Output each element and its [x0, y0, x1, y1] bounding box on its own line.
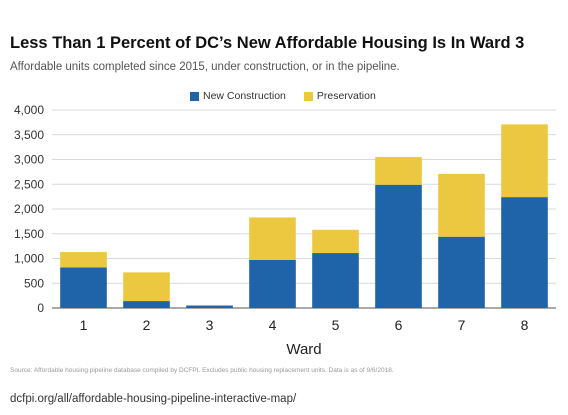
y-tick-label: 4,000: [14, 103, 44, 117]
chart-subtitle: Affordable units completed since 2015, u…: [10, 61, 400, 73]
x-tick-label: 2: [143, 317, 151, 333]
legend-label-new-construction: New Construction: [203, 90, 286, 102]
y-tick-label: 3,500: [14, 128, 44, 142]
bar-preservation-ward-7: [438, 173, 485, 237]
x-tick-label: 5: [332, 317, 340, 333]
bar-new-construction-ward-2: [123, 301, 170, 308]
x-tick-label: 1: [80, 317, 88, 333]
bar-new-construction-ward-6: [375, 184, 422, 308]
legend-swatch-preservation: [303, 91, 313, 101]
chart-title: Less Than 1 Percent of DC’s New Affordab…: [10, 34, 525, 52]
chart-legend: New Construction Preservation: [190, 90, 394, 102]
legend-item-preservation: Preservation: [303, 90, 376, 102]
y-tick-label: 3,000: [14, 153, 44, 167]
y-tick-label: 1,000: [14, 252, 44, 266]
bar-preservation-ward-1: [60, 252, 107, 268]
x-tick-label: 4: [269, 317, 277, 333]
x-tick-label: 7: [458, 317, 466, 333]
legend-label-preservation: Preservation: [316, 90, 376, 102]
y-tick-label: 500: [24, 276, 44, 290]
x-tick-label: 3: [206, 317, 214, 333]
y-tick-label: 0: [37, 301, 44, 315]
y-tick-label: 2,500: [14, 177, 44, 191]
legend-swatch-new-construction: [190, 91, 199, 101]
source-note: Source: Affordable housing pipeline data…: [10, 367, 394, 374]
bar-new-construction-ward-7: [438, 236, 485, 308]
y-tick-label: 2,000: [14, 202, 44, 216]
bar-new-construction-ward-5: [312, 253, 359, 308]
bar-preservation-ward-5: [312, 229, 359, 254]
bar-preservation-ward-6: [375, 157, 422, 185]
bar-new-construction-ward-8: [501, 197, 548, 308]
bar-new-construction-ward-1: [60, 267, 107, 308]
bar-new-construction-ward-4: [249, 259, 296, 308]
x-tick-label: 8: [521, 317, 529, 333]
y-tick-label: 1,500: [14, 227, 44, 241]
bars: [60, 124, 548, 308]
source-url[interactable]: dcfpi.org/all/affordable-housing-pipelin…: [10, 393, 297, 405]
bar-preservation-ward-8: [501, 124, 548, 198]
x-axis-label: Ward: [286, 341, 321, 358]
x-tick-label: 6: [395, 317, 403, 333]
legend-item-new-construction: New Construction: [190, 90, 286, 102]
bar-preservation-ward-2: [123, 272, 170, 302]
bar-preservation-ward-4: [249, 217, 296, 260]
axes: 0 500 1,000 1,500 2,000 2,500 3,000 3,500 4,000 1…: [14, 103, 529, 358]
bar-new-construction-ward-3: [186, 305, 233, 308]
